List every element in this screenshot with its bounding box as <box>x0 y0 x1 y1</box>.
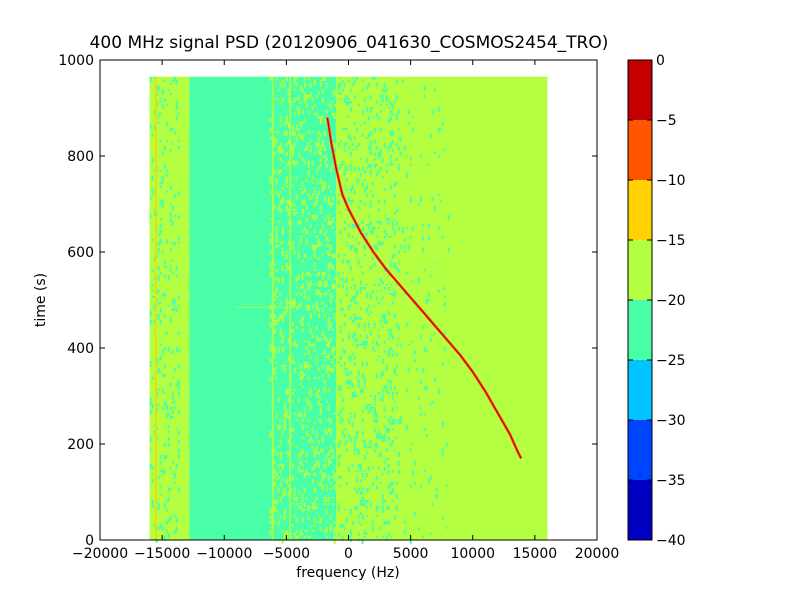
x-tick-label: 0 <box>344 546 353 562</box>
colorbar-band <box>628 300 652 360</box>
colorbar-tick-label: −40 <box>656 533 686 549</box>
colorbar: 0 −5 −10 −15 −20 −25 −30 −35 −40 <box>627 53 686 549</box>
colorbar-tick-label: −25 <box>656 353 686 369</box>
y-axis: 0 200 400 600 800 1000 <box>58 53 597 549</box>
colorbar-band <box>628 480 652 540</box>
y-tick-label: 600 <box>67 245 94 261</box>
x-tick-label: 20000 <box>575 546 620 562</box>
x-axis-label: frequency (Hz) <box>296 565 399 581</box>
chart-title: 400 MHz signal PSD (20120906_041630_COSM… <box>90 33 609 53</box>
colorbar-tick-label: −35 <box>656 473 686 489</box>
colorbar-band <box>628 420 652 480</box>
y-tick-label: 400 <box>67 341 94 357</box>
colorbar-tick-label: −15 <box>656 233 686 249</box>
heatmap-image <box>149 76 548 544</box>
colorbar-band <box>628 180 652 240</box>
colorbar-band <box>628 240 652 300</box>
colorbar-tick-label: −10 <box>656 173 686 189</box>
x-tick-label: 5000 <box>393 546 429 562</box>
colorbar-band <box>628 360 652 420</box>
y-tick-label: 1000 <box>58 53 94 69</box>
heatmap-region-3 <box>273 76 337 541</box>
colorbar-tick-label: −5 <box>656 113 677 129</box>
colorbar-band <box>628 60 652 120</box>
colorbar-tick-label: 0 <box>656 53 665 69</box>
heatmap-region-2 <box>189 76 274 541</box>
y-axis-label: time (s) <box>33 273 49 327</box>
x-tick-label: 10000 <box>450 546 495 562</box>
y-tick-label: 800 <box>67 149 94 165</box>
heatmap-region-1 <box>179 76 190 541</box>
x-tick-label: −20000 <box>72 546 128 562</box>
x-tick-label: −10000 <box>196 546 252 562</box>
y-tick-label: 200 <box>67 437 94 453</box>
x-axis: −20000 −15000 −10000 −5000 0 5000 10000 15000 20… <box>72 60 619 562</box>
x-tick-label: −15000 <box>134 546 190 562</box>
signal-trace-layer <box>325 117 523 460</box>
heatmap-region-5 <box>398 76 548 541</box>
colorbar-tick-label: −20 <box>656 293 686 309</box>
x-tick-label: −5000 <box>263 546 310 562</box>
signal-trace <box>326 117 522 459</box>
x-tick-label: 15000 <box>513 546 558 562</box>
heatmap-speckle <box>149 76 450 544</box>
y-tick-label: 0 <box>85 533 94 549</box>
colorbar-band <box>628 120 652 180</box>
colorbar-tick-label: −30 <box>656 413 686 429</box>
